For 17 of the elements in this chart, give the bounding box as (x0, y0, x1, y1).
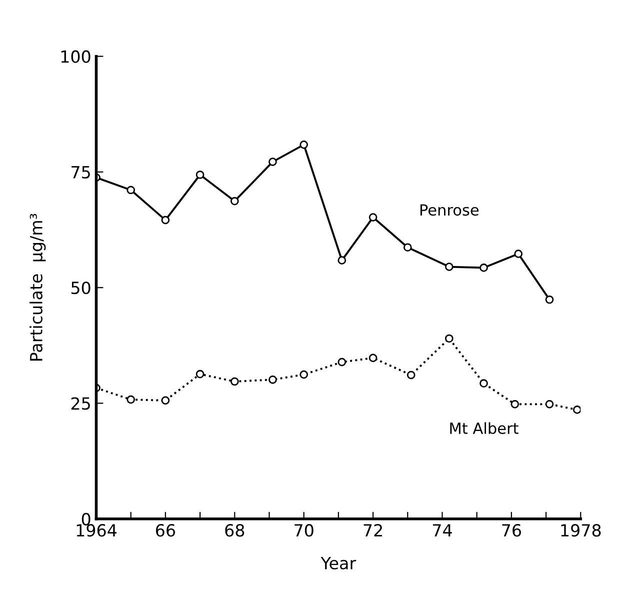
x-tick-label: 66 (156, 524, 176, 537)
text: Penrose (420, 204, 479, 216)
y-tick-label: 0 (82, 512, 90, 526)
y-axis-title: Particulate µg/m³ (30, 214, 46, 361)
y-tick-label: 50 (71, 282, 90, 294)
x-tick-label: 1978 (561, 524, 601, 537)
y-tick-label: 100 (61, 50, 90, 63)
y-tick-label: 25 (71, 397, 90, 410)
x-tick-label: 72 (364, 524, 382, 536)
series-label: Mt Albert (450, 422, 518, 434)
x-tick-label: 70 (294, 524, 314, 537)
x-tick-label: 1964 (76, 524, 117, 537)
x-tick-label: 74 (433, 524, 452, 536)
x-tick-label: 76 (502, 524, 521, 537)
x-tick-label: 68 (225, 524, 244, 537)
x-axis-title: Year (320, 557, 356, 570)
y-tick-label: 75 (72, 166, 90, 179)
